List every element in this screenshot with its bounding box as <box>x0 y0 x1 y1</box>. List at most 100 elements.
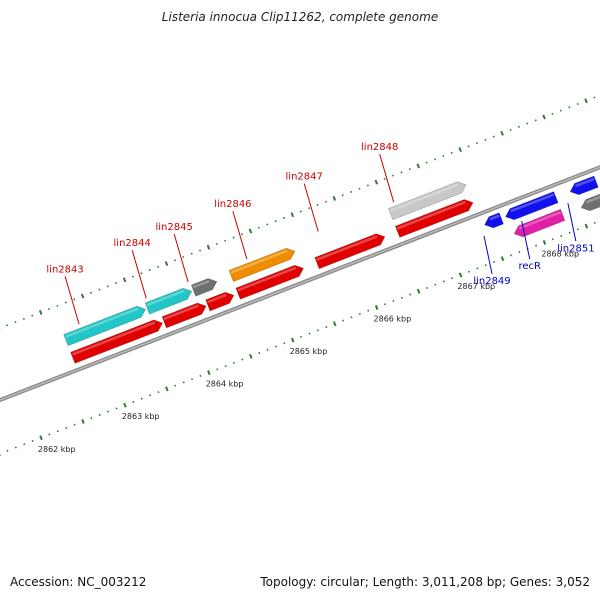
gene-arrow-highlight <box>207 293 227 304</box>
label-leader <box>131 250 147 299</box>
scale-tick <box>374 179 379 185</box>
scale-tick <box>266 348 269 351</box>
scale-tick <box>509 254 512 257</box>
scale-tick <box>207 370 211 376</box>
scale-label: 2863 kbp <box>122 412 160 421</box>
scale-tick <box>248 228 253 234</box>
scale-tick <box>332 195 337 201</box>
scale-tick <box>249 353 253 359</box>
label-leader <box>64 276 80 325</box>
scale-tick <box>384 303 387 306</box>
gene-arrow-highlight <box>389 183 459 212</box>
scale-tick <box>300 335 303 338</box>
scale-tick <box>316 329 319 332</box>
gene-arrow <box>580 193 600 212</box>
scale-tick <box>14 321 17 324</box>
scale-tick <box>257 226 260 229</box>
scale-label: 2862 kbp <box>38 445 76 454</box>
scale-tick <box>476 267 479 270</box>
scale-label: 2865 kbp <box>290 347 328 356</box>
scale-tick <box>149 394 152 397</box>
scale-tick <box>56 430 59 433</box>
scale-tick <box>174 384 177 387</box>
gene-arrow <box>161 302 207 329</box>
label-leader <box>173 233 189 283</box>
scale-tick <box>542 114 546 120</box>
gene-arrow <box>394 199 474 238</box>
scale-tick <box>358 187 361 190</box>
scale-tick <box>324 200 327 203</box>
gene-arrow <box>484 212 504 229</box>
label-leader <box>303 183 319 232</box>
gene-arrow <box>228 247 296 282</box>
scale-tick <box>258 352 261 355</box>
scale-tick <box>451 277 454 280</box>
scale-tick <box>568 231 571 234</box>
scale-tick <box>106 285 109 288</box>
gene-arrow-highlight <box>316 235 378 261</box>
scale-tick <box>98 413 101 416</box>
gene-label: lin2844 <box>114 238 151 249</box>
scale-tick <box>90 417 93 420</box>
scale-tick <box>73 423 76 426</box>
gene-arrow <box>235 264 304 300</box>
scale-tick <box>559 109 562 112</box>
scale-tick <box>232 361 236 364</box>
scale-tick <box>215 242 218 246</box>
gene-arrow-highlight <box>396 200 466 230</box>
scale-tick <box>392 299 395 303</box>
scale-tick <box>266 223 269 226</box>
scale-tick <box>290 337 295 343</box>
scale-tick <box>450 151 453 154</box>
gene-arrow-highlight <box>146 289 185 307</box>
label-leader <box>483 235 493 274</box>
scale-tick <box>38 309 43 315</box>
scale-tick <box>500 256 505 262</box>
gene-arrow-highlight <box>489 214 500 221</box>
scale-tick <box>81 418 85 424</box>
scale-tick <box>367 309 370 312</box>
scale-tick <box>283 342 286 345</box>
scale-tick <box>56 304 59 307</box>
scale-tick <box>48 308 51 311</box>
gene-arrow-highlight <box>65 307 139 338</box>
scale-tick <box>458 272 463 278</box>
scale-tick <box>493 260 496 263</box>
gene-features <box>63 175 600 364</box>
scale-tick <box>274 345 277 348</box>
gene-arrow-highlight <box>510 193 555 213</box>
scale-tick <box>274 220 277 223</box>
scale-tick <box>64 301 67 304</box>
scale-tick <box>199 374 202 377</box>
label-leader <box>521 221 531 260</box>
scale-label: 2868 kbp <box>541 249 579 258</box>
scale-tick <box>458 147 462 153</box>
gene-arrow <box>63 305 147 347</box>
scale-tick <box>593 221 596 224</box>
gene-arrow-highlight <box>192 279 210 289</box>
scale-label: 2864 kbp <box>206 380 244 389</box>
scale-tick <box>157 391 160 394</box>
scale-tick <box>492 135 495 138</box>
scale-tick <box>526 122 529 125</box>
genome-backbone <box>0 165 600 403</box>
scale-tick <box>442 155 445 158</box>
gene-label: recR <box>518 261 541 272</box>
scale-tick <box>484 138 487 141</box>
scale-tick <box>425 161 428 164</box>
kbp-scale: 2862 kbp 2863 kbp 2864 kbp 2865 kbp 2866 kbp… <box>0 96 596 457</box>
scale-tick <box>518 251 521 254</box>
scale-tick <box>131 275 134 278</box>
scale-tick <box>500 130 504 136</box>
gene-label: lin2851 <box>557 243 594 254</box>
gene-label: lin2845 <box>155 222 192 233</box>
scale-tick <box>551 238 554 241</box>
label-leader <box>379 154 395 203</box>
gene-label: lin2847 <box>286 171 323 182</box>
gene-arrow-highlight <box>72 321 156 356</box>
scale-tick <box>358 312 361 316</box>
label-leader <box>567 203 577 242</box>
scale-tick <box>584 98 588 104</box>
